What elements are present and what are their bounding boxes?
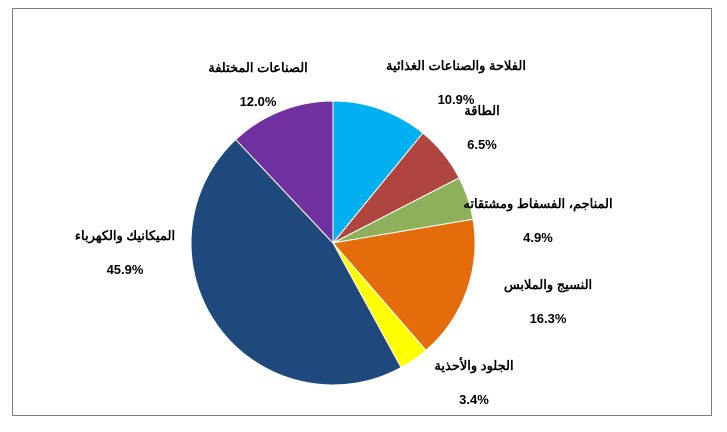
pie-slice-7 — [235, 100, 334, 245]
pie-slice-6 — [190, 138, 402, 386]
slice-label-2: الطاقة — [464, 103, 499, 118]
slice-label-5: الجلود والأحذية — [434, 357, 513, 374]
pie-slice-1 — [332, 100, 424, 245]
slice-label-1: الفلاحة والصناعات الغذائية — [386, 58, 526, 74]
pie-slice-4 — [332, 218, 476, 352]
slice-value-label-2: 6.5% — [467, 137, 497, 152]
pie-slices — [190, 100, 476, 386]
slice-value-label-4: 16.3% — [530, 311, 567, 326]
slice-value-label-1: 10.9% — [438, 92, 475, 107]
slice-label-6: الميكانيك والكهرباء — [75, 228, 175, 244]
slice-label-7: الصناعات المختلفة — [208, 60, 308, 75]
slice-label-4: النسيج والملابس — [504, 277, 592, 293]
slice-value-label-3: 4.9% — [523, 230, 553, 245]
slice-value-label-5: 3.4% — [459, 392, 489, 407]
slice-label-3: المناجم، الفسفاط ومشتقاته — [463, 196, 612, 212]
pie-labels: الفلاحة والصناعات الغذائية 10.9%الطاقة 6.5… — [75, 58, 613, 407]
slice-value-label-7: 12.0% — [240, 94, 277, 109]
slice-value-label-6: 45.9% — [107, 262, 144, 277]
